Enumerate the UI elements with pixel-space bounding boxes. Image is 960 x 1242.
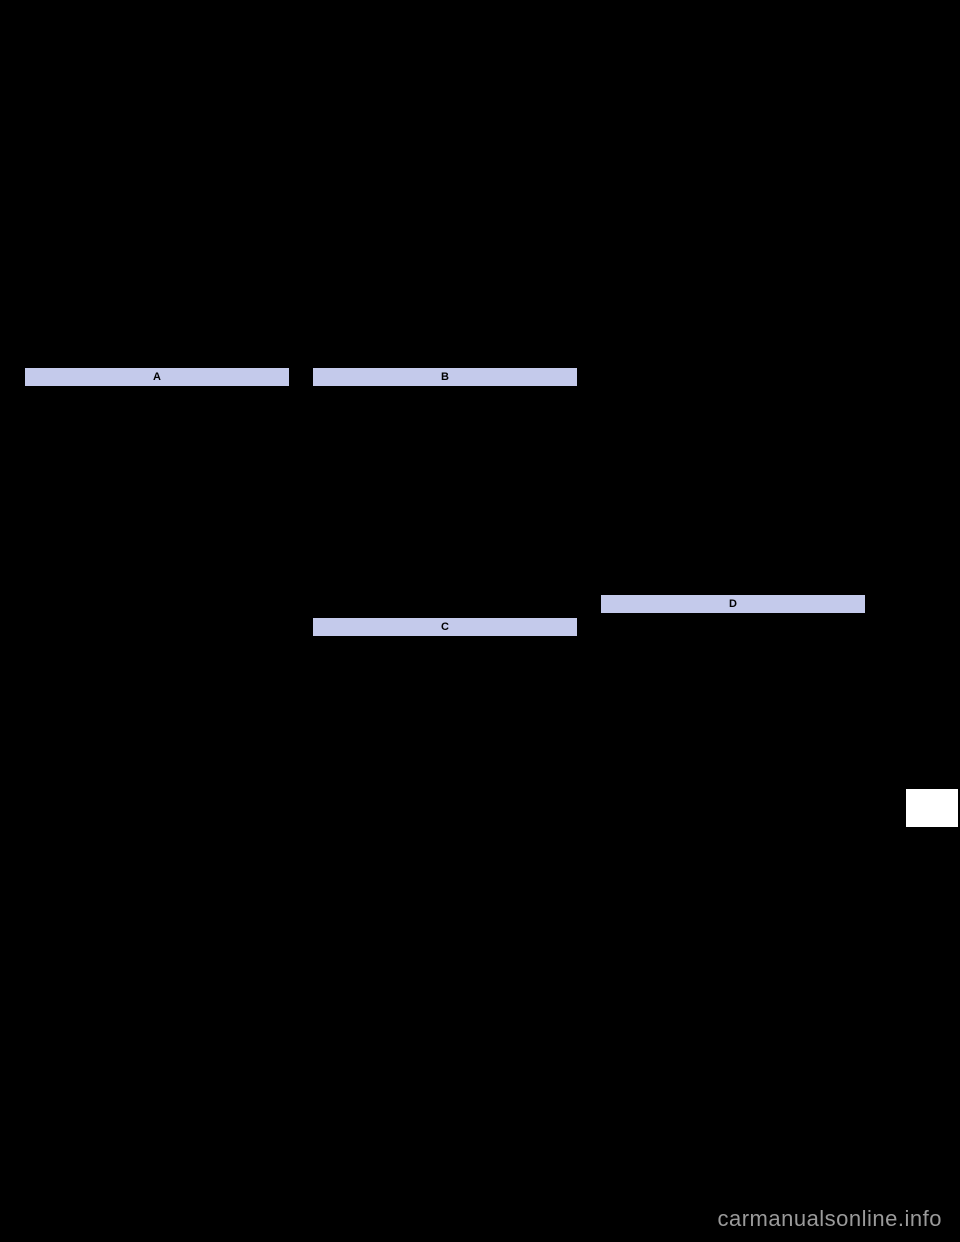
label-box-a: A <box>24 367 290 387</box>
label-d-text: D <box>729 598 737 610</box>
watermark-text: carmanualsonline.info <box>717 1206 942 1232</box>
label-c-text: C <box>441 621 449 633</box>
side-tab-box <box>905 788 959 828</box>
label-b-text: B <box>441 371 449 383</box>
label-a-text: A <box>153 371 161 383</box>
label-box-c: C <box>312 617 578 637</box>
label-box-b: B <box>312 367 578 387</box>
label-box-d: D <box>600 594 866 614</box>
